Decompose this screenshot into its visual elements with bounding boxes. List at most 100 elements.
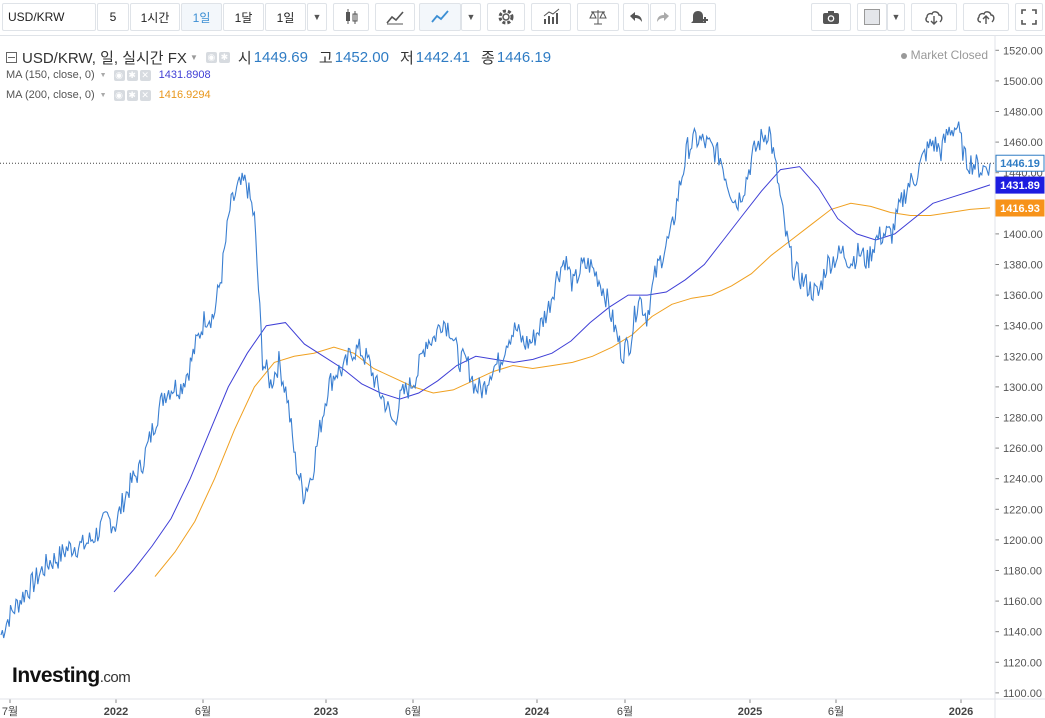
area-style-button[interactable] bbox=[375, 3, 415, 31]
x-axis: 7월 2022 6월 2023 6월 2024 6월 2025 6월 2026 bbox=[2, 699, 973, 718]
x-tick-label: 6월 bbox=[405, 705, 421, 718]
undo-button[interactable] bbox=[623, 3, 649, 31]
chevron-down-icon[interactable]: ▼ bbox=[99, 71, 107, 79]
screenshot-button[interactable] bbox=[811, 3, 851, 31]
y-tick-label: 1200.00 bbox=[1003, 535, 1043, 547]
y-tick-label: 1300.00 bbox=[1003, 382, 1043, 394]
y-axis: 1100.00 1120.00 1140.00 1160.00 1180.00 1200.… bbox=[995, 45, 1043, 700]
y-tick-label: 1340.00 bbox=[1003, 321, 1043, 333]
chevron-down-icon[interactable]: ▼ bbox=[99, 91, 107, 99]
y-tick-label: 1520.00 bbox=[1003, 45, 1043, 57]
bell-plus-icon bbox=[691, 11, 708, 23]
y-tick-label: 1140.00 bbox=[1003, 627, 1042, 639]
gear-icon bbox=[498, 9, 514, 25]
y-tick-label: 1160.00 bbox=[1003, 596, 1042, 608]
range-button[interactable]: 1일 bbox=[265, 3, 306, 31]
fullscreen-icon bbox=[1021, 9, 1037, 25]
line-style-button[interactable] bbox=[419, 3, 461, 31]
y-tick-label: 1500.00 bbox=[1003, 76, 1043, 88]
open-label: 시 bbox=[237, 50, 252, 67]
ma150-badge: 1431.89 bbox=[1000, 180, 1040, 192]
low-label: 저 bbox=[399, 50, 414, 67]
interval-1mo-button[interactable]: 1달 bbox=[223, 3, 264, 31]
x-tick-label: 7월 bbox=[2, 705, 18, 718]
last-price-badge-bg bbox=[995, 154, 1045, 172]
status-dot-icon bbox=[900, 52, 907, 59]
x-tick-label: 2023 bbox=[314, 706, 338, 718]
y-tick-label: 1220.00 bbox=[1003, 504, 1043, 516]
gear-icon[interactable]: ✱ bbox=[126, 89, 138, 101]
eye-icon[interactable]: ◉ bbox=[113, 89, 125, 101]
y-tick-label: 1320.00 bbox=[1003, 351, 1043, 363]
x-tick-label: 2022 bbox=[104, 706, 128, 718]
market-status-text: Market Closed bbox=[910, 48, 988, 62]
ma200-line bbox=[154, 202, 991, 577]
alert-button[interactable] bbox=[680, 3, 716, 31]
high-value: 1452.00 bbox=[334, 49, 389, 66]
logo-text: Investing bbox=[12, 664, 100, 687]
price-line bbox=[0, 121, 991, 639]
indicators-icon bbox=[543, 8, 560, 24]
chevron-down-icon: ▼ bbox=[312, 12, 322, 22]
redo-button[interactable] bbox=[650, 3, 676, 31]
x-tick-label: 6월 bbox=[195, 705, 211, 718]
close-icon[interactable]: ✕ bbox=[139, 69, 151, 81]
symbol-search-input[interactable]: USD/KRW bbox=[2, 3, 96, 31]
ma200-badge: 1416.93 bbox=[1000, 203, 1040, 215]
camera-icon bbox=[823, 11, 839, 24]
cloud-upload-icon bbox=[977, 11, 995, 24]
x-tick-label: 6월 bbox=[828, 705, 844, 718]
market-status: Market Closed bbox=[900, 48, 988, 62]
color-theme-dropdown[interactable]: ▼ bbox=[887, 3, 905, 31]
settings-button[interactable] bbox=[487, 3, 525, 31]
y-tick-label: 1180.00 bbox=[1003, 565, 1042, 577]
area-chart-icon bbox=[386, 11, 404, 25]
eye-icon[interactable]: ◉ bbox=[113, 69, 125, 81]
gear-icon[interactable]: ✱ bbox=[126, 69, 138, 81]
last-price-badge: 1446.19 bbox=[1000, 158, 1040, 170]
ma150-value: 1431.8908 bbox=[158, 69, 211, 81]
x-tick-label: 2026 bbox=[949, 706, 973, 718]
ma200-label: MA (200, close, 0) bbox=[6, 89, 95, 101]
range-dropdown-button[interactable]: ▼ bbox=[307, 3, 327, 31]
ma200-legend: MA (200, close, 0) ▼ ◉ ✱ ✕ 1416.9294 bbox=[6, 89, 211, 101]
line-chart-icon bbox=[431, 10, 449, 23]
y-tick-label: 1400.00 bbox=[1003, 229, 1043, 241]
ma150-legend: MA (150, close, 0) ▼ ◉ ✱ ✕ 1431.8908 bbox=[6, 69, 211, 81]
y-tick-label: 1360.00 bbox=[1003, 290, 1043, 302]
low-value: 1442.41 bbox=[415, 49, 471, 66]
ma200-badge-bg bbox=[995, 199, 1045, 217]
chevron-down-icon[interactable]: ▼ bbox=[189, 53, 198, 62]
y-tick-label: 1120.00 bbox=[1003, 657, 1042, 669]
undo-icon bbox=[630, 12, 642, 22]
candlestick-style-button[interactable] bbox=[333, 3, 369, 31]
candlestick-icon bbox=[346, 9, 358, 24]
eye-icon[interactable]: ◉ bbox=[205, 52, 217, 63]
chart-title: USD/KRW, 일, 실시간 FX bbox=[22, 50, 187, 67]
load-chart-button[interactable] bbox=[911, 3, 957, 31]
color-swatch-icon bbox=[864, 9, 880, 25]
chart-style-dropdown[interactable]: ▼ bbox=[461, 3, 481, 31]
high-label: 고 bbox=[318, 50, 333, 67]
interval-input[interactable]: 5 bbox=[97, 3, 129, 31]
y-tick-label: 1480.00 bbox=[1003, 106, 1043, 118]
compare-button[interactable] bbox=[577, 3, 619, 31]
top-toolbar: USD/KRW 5 1시간 1일 1달 1일 ▼ ▼ ▼ bbox=[0, 0, 1045, 36]
price-badges: 1446.19 1431.89 1416.93 bbox=[995, 154, 1045, 217]
y-tick-label: 1380.00 bbox=[1003, 259, 1043, 271]
logo-suffix: .com bbox=[99, 669, 131, 686]
price-chart[interactable]: 1100.00 1120.00 1140.00 1160.00 1180.00 1200.… bbox=[0, 35, 1045, 718]
interval-1d-button[interactable]: 1일 bbox=[181, 3, 222, 31]
fullscreen-button[interactable] bbox=[1015, 3, 1043, 31]
collapse-icon[interactable] bbox=[6, 52, 17, 63]
open-value: 1449.69 bbox=[253, 49, 308, 66]
interval-1h-button[interactable]: 1시간 bbox=[130, 3, 180, 31]
indicators-button[interactable] bbox=[531, 3, 571, 31]
save-chart-button[interactable] bbox=[963, 3, 1009, 31]
ma150-badge-bg bbox=[995, 176, 1045, 194]
color-theme-button[interactable] bbox=[857, 3, 887, 31]
close-value: 1446.19 bbox=[496, 49, 552, 66]
close-icon[interactable]: ✕ bbox=[139, 89, 151, 101]
gear-icon[interactable]: ✱ bbox=[218, 52, 230, 63]
chevron-down-icon: ▼ bbox=[466, 12, 476, 22]
